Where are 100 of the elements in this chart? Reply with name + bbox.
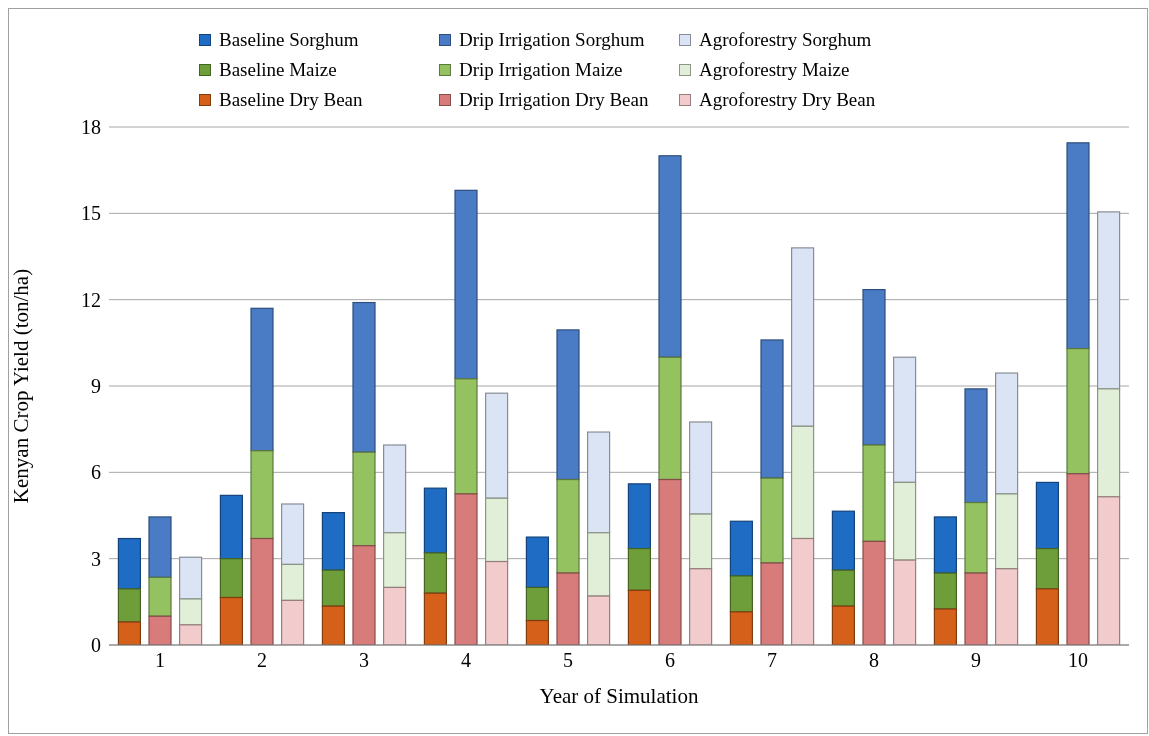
bar bbox=[964, 572, 988, 645]
legend-label: Baseline Maize bbox=[219, 59, 337, 81]
bar bbox=[831, 569, 855, 607]
bar bbox=[148, 576, 172, 617]
bar bbox=[1066, 142, 1090, 350]
bar bbox=[1035, 588, 1059, 645]
bar bbox=[556, 572, 580, 645]
bar bbox=[729, 575, 753, 613]
bar bbox=[179, 556, 203, 600]
bar bbox=[658, 155, 682, 358]
bar bbox=[831, 605, 855, 645]
bar bbox=[219, 558, 243, 599]
bar bbox=[1066, 347, 1090, 475]
bar bbox=[321, 512, 345, 571]
bar bbox=[791, 425, 815, 540]
bar bbox=[219, 596, 243, 645]
bar bbox=[893, 559, 917, 645]
bar bbox=[760, 477, 784, 564]
bar bbox=[791, 247, 815, 427]
bar bbox=[587, 431, 611, 534]
x-tick-label: 9 bbox=[971, 649, 981, 672]
bar bbox=[862, 288, 886, 446]
bar bbox=[760, 339, 784, 479]
bar bbox=[250, 537, 274, 645]
bar bbox=[148, 615, 172, 645]
bar bbox=[148, 516, 172, 578]
bar bbox=[117, 588, 141, 623]
bar bbox=[525, 619, 549, 645]
x-tick-label: 10 bbox=[1068, 649, 1088, 672]
bar bbox=[179, 624, 203, 645]
bar bbox=[485, 497, 509, 563]
bar bbox=[454, 189, 478, 380]
x-tick-label: 3 bbox=[359, 649, 369, 672]
bar bbox=[383, 586, 407, 645]
bar bbox=[281, 563, 305, 601]
bar bbox=[117, 621, 141, 645]
legend-label: Agroforestry Maize bbox=[699, 59, 850, 81]
x-tick-label: 5 bbox=[563, 649, 573, 672]
bar bbox=[352, 301, 376, 453]
bar bbox=[321, 605, 345, 645]
bar bbox=[689, 421, 713, 515]
y-tick-label: 9 bbox=[91, 375, 101, 398]
bar bbox=[1035, 481, 1059, 550]
bar bbox=[525, 586, 549, 622]
bar bbox=[689, 513, 713, 570]
bar bbox=[1035, 547, 1059, 590]
bar bbox=[321, 569, 345, 607]
bar bbox=[1066, 473, 1090, 645]
bar bbox=[423, 552, 447, 594]
bar bbox=[729, 611, 753, 645]
bar bbox=[352, 545, 376, 645]
bar bbox=[627, 589, 651, 645]
x-tick-label: 6 bbox=[665, 649, 675, 672]
bar bbox=[933, 608, 957, 645]
bar bbox=[587, 532, 611, 597]
bar bbox=[658, 356, 682, 481]
bar bbox=[485, 392, 509, 499]
bar bbox=[250, 307, 274, 452]
bar bbox=[179, 598, 203, 626]
bar bbox=[995, 568, 1019, 645]
bar bbox=[1097, 388, 1121, 498]
bar bbox=[791, 537, 815, 645]
bar bbox=[760, 562, 784, 645]
bar bbox=[933, 572, 957, 610]
bar bbox=[729, 520, 753, 577]
bar bbox=[485, 560, 509, 645]
legend-label: Drip Irrigation Maize bbox=[459, 59, 623, 81]
y-axis-title: Kenyan Crop Yield (ton/ha) bbox=[9, 268, 34, 504]
bar bbox=[1097, 211, 1121, 390]
bar bbox=[383, 532, 407, 589]
bar bbox=[995, 372, 1019, 495]
legend-label: Baseline Sorghum bbox=[219, 29, 359, 51]
bar bbox=[689, 568, 713, 645]
bar bbox=[281, 599, 305, 645]
y-tick-label: 3 bbox=[91, 547, 101, 570]
legend-label: Drip Irrigation Dry Bean bbox=[459, 89, 649, 111]
bar bbox=[454, 378, 478, 495]
x-tick-label: 8 bbox=[869, 649, 879, 672]
bar bbox=[1097, 496, 1121, 645]
bar bbox=[627, 483, 651, 550]
bar bbox=[893, 481, 917, 561]
x-axis-title: Year of Simulation bbox=[539, 684, 699, 708]
bar bbox=[862, 444, 886, 542]
y-tick-label: 6 bbox=[91, 461, 101, 484]
bar bbox=[219, 494, 243, 560]
bar bbox=[454, 493, 478, 645]
legend-label: Agroforestry Sorghum bbox=[699, 29, 872, 51]
bar bbox=[423, 592, 447, 645]
bar bbox=[556, 478, 580, 574]
bar bbox=[862, 540, 886, 645]
bar bbox=[587, 595, 611, 645]
legend-label: Agroforestry Dry Bean bbox=[699, 89, 876, 111]
bar bbox=[995, 493, 1019, 570]
bar bbox=[964, 388, 988, 504]
bar bbox=[352, 451, 376, 547]
bar bbox=[250, 450, 274, 540]
y-tick-label: 12 bbox=[81, 288, 101, 311]
bar bbox=[525, 536, 549, 589]
y-tick-label: 0 bbox=[91, 634, 101, 657]
bar bbox=[556, 329, 580, 481]
